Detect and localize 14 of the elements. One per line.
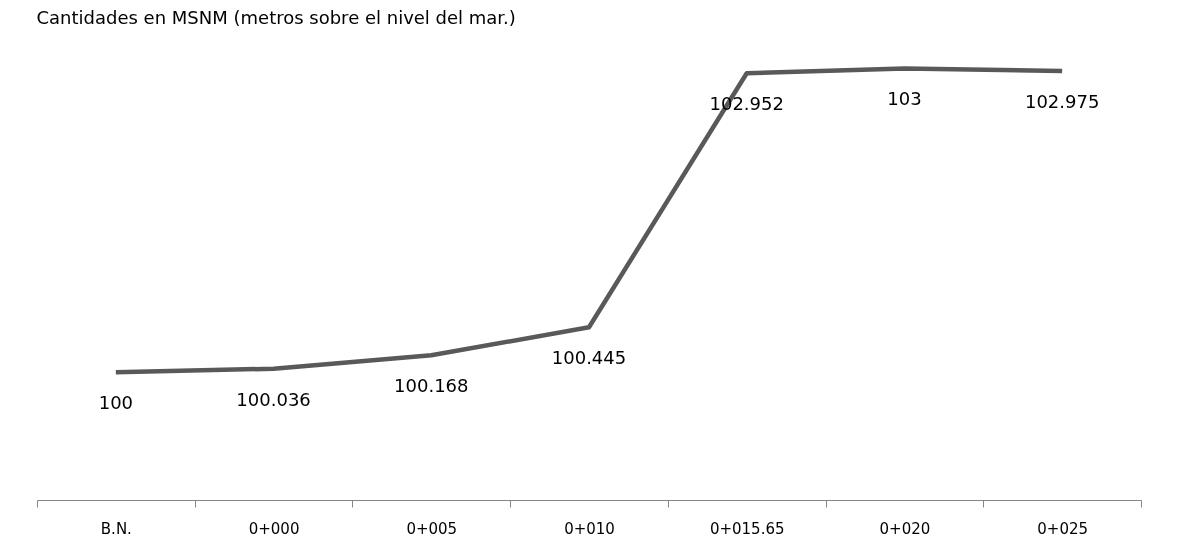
x-tick-label: 0+020: [879, 519, 931, 538]
x-tick-label: B.N.: [100, 519, 132, 538]
data-label: 103: [887, 88, 922, 110]
x-tick-label: 0+010: [564, 519, 615, 538]
data-label: 100.168: [394, 375, 469, 397]
data-label: 100.445: [551, 347, 627, 369]
data-label: 100.036: [236, 388, 311, 410]
data-label: 102.975: [1024, 90, 1100, 112]
data-label: 100: [98, 392, 134, 414]
x-tick-label: 0+005: [406, 519, 458, 538]
x-tick-label: 0+000: [248, 519, 300, 538]
x-tick-label: 0+025: [1037, 519, 1089, 538]
x-tick-label: 0+015.65: [709, 519, 785, 538]
chart-title: Cantidades en MSNM (metros sobre el nivel del mar.): [36, 7, 516, 28]
